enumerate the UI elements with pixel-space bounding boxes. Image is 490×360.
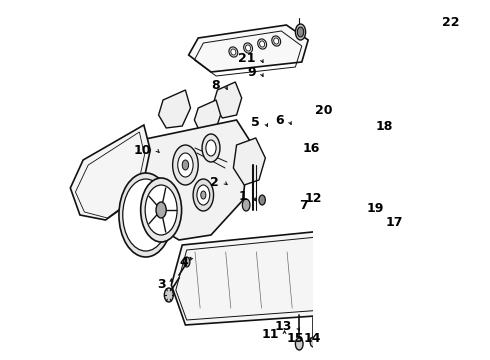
Text: 17: 17 bbox=[385, 216, 403, 229]
Text: 4: 4 bbox=[179, 256, 188, 269]
Ellipse shape bbox=[245, 45, 250, 51]
Circle shape bbox=[387, 123, 396, 137]
Text: 7: 7 bbox=[299, 198, 308, 212]
Circle shape bbox=[145, 185, 177, 235]
Circle shape bbox=[243, 199, 250, 211]
Ellipse shape bbox=[366, 202, 389, 248]
Circle shape bbox=[295, 338, 303, 350]
Circle shape bbox=[337, 327, 344, 339]
Circle shape bbox=[156, 202, 166, 218]
Circle shape bbox=[182, 160, 189, 170]
Text: 20: 20 bbox=[315, 104, 333, 117]
Circle shape bbox=[259, 195, 266, 205]
Text: 19: 19 bbox=[366, 202, 384, 215]
Polygon shape bbox=[233, 138, 266, 185]
Text: 11: 11 bbox=[262, 328, 279, 342]
Polygon shape bbox=[159, 90, 191, 128]
Text: 15: 15 bbox=[286, 332, 304, 345]
Circle shape bbox=[172, 145, 198, 185]
Text: 8: 8 bbox=[211, 78, 220, 91]
Ellipse shape bbox=[229, 47, 238, 57]
Text: 12: 12 bbox=[305, 192, 322, 204]
Text: 5: 5 bbox=[251, 116, 260, 129]
Ellipse shape bbox=[244, 43, 252, 53]
Text: 3: 3 bbox=[158, 279, 166, 292]
Circle shape bbox=[197, 185, 210, 205]
Circle shape bbox=[164, 288, 173, 302]
Text: 14: 14 bbox=[303, 332, 321, 345]
Ellipse shape bbox=[231, 49, 236, 55]
Polygon shape bbox=[124, 120, 249, 240]
Circle shape bbox=[310, 337, 317, 347]
Circle shape bbox=[297, 27, 304, 37]
Circle shape bbox=[183, 257, 190, 267]
Text: 13: 13 bbox=[275, 320, 292, 333]
Text: 10: 10 bbox=[134, 144, 151, 157]
Text: 9: 9 bbox=[247, 66, 256, 78]
Circle shape bbox=[201, 191, 206, 199]
Text: 1: 1 bbox=[239, 189, 247, 202]
Polygon shape bbox=[195, 100, 220, 135]
Polygon shape bbox=[172, 230, 342, 325]
Circle shape bbox=[206, 140, 216, 156]
Text: 18: 18 bbox=[375, 120, 392, 132]
Ellipse shape bbox=[258, 39, 267, 49]
Circle shape bbox=[202, 134, 220, 162]
Ellipse shape bbox=[363, 196, 392, 254]
Circle shape bbox=[295, 24, 306, 40]
Ellipse shape bbox=[274, 38, 279, 44]
Polygon shape bbox=[71, 125, 150, 220]
Circle shape bbox=[326, 340, 331, 348]
Text: 16: 16 bbox=[302, 141, 319, 154]
Circle shape bbox=[119, 173, 172, 257]
Ellipse shape bbox=[272, 36, 281, 46]
Text: 6: 6 bbox=[275, 113, 284, 126]
Text: 21: 21 bbox=[238, 51, 256, 64]
Polygon shape bbox=[213, 82, 242, 118]
Circle shape bbox=[123, 179, 169, 251]
Circle shape bbox=[193, 179, 214, 211]
Polygon shape bbox=[189, 25, 308, 72]
Circle shape bbox=[141, 178, 182, 242]
Circle shape bbox=[178, 153, 193, 177]
Ellipse shape bbox=[260, 41, 265, 47]
Text: 2: 2 bbox=[210, 176, 219, 189]
Circle shape bbox=[341, 207, 347, 217]
Text: 22: 22 bbox=[441, 15, 459, 28]
